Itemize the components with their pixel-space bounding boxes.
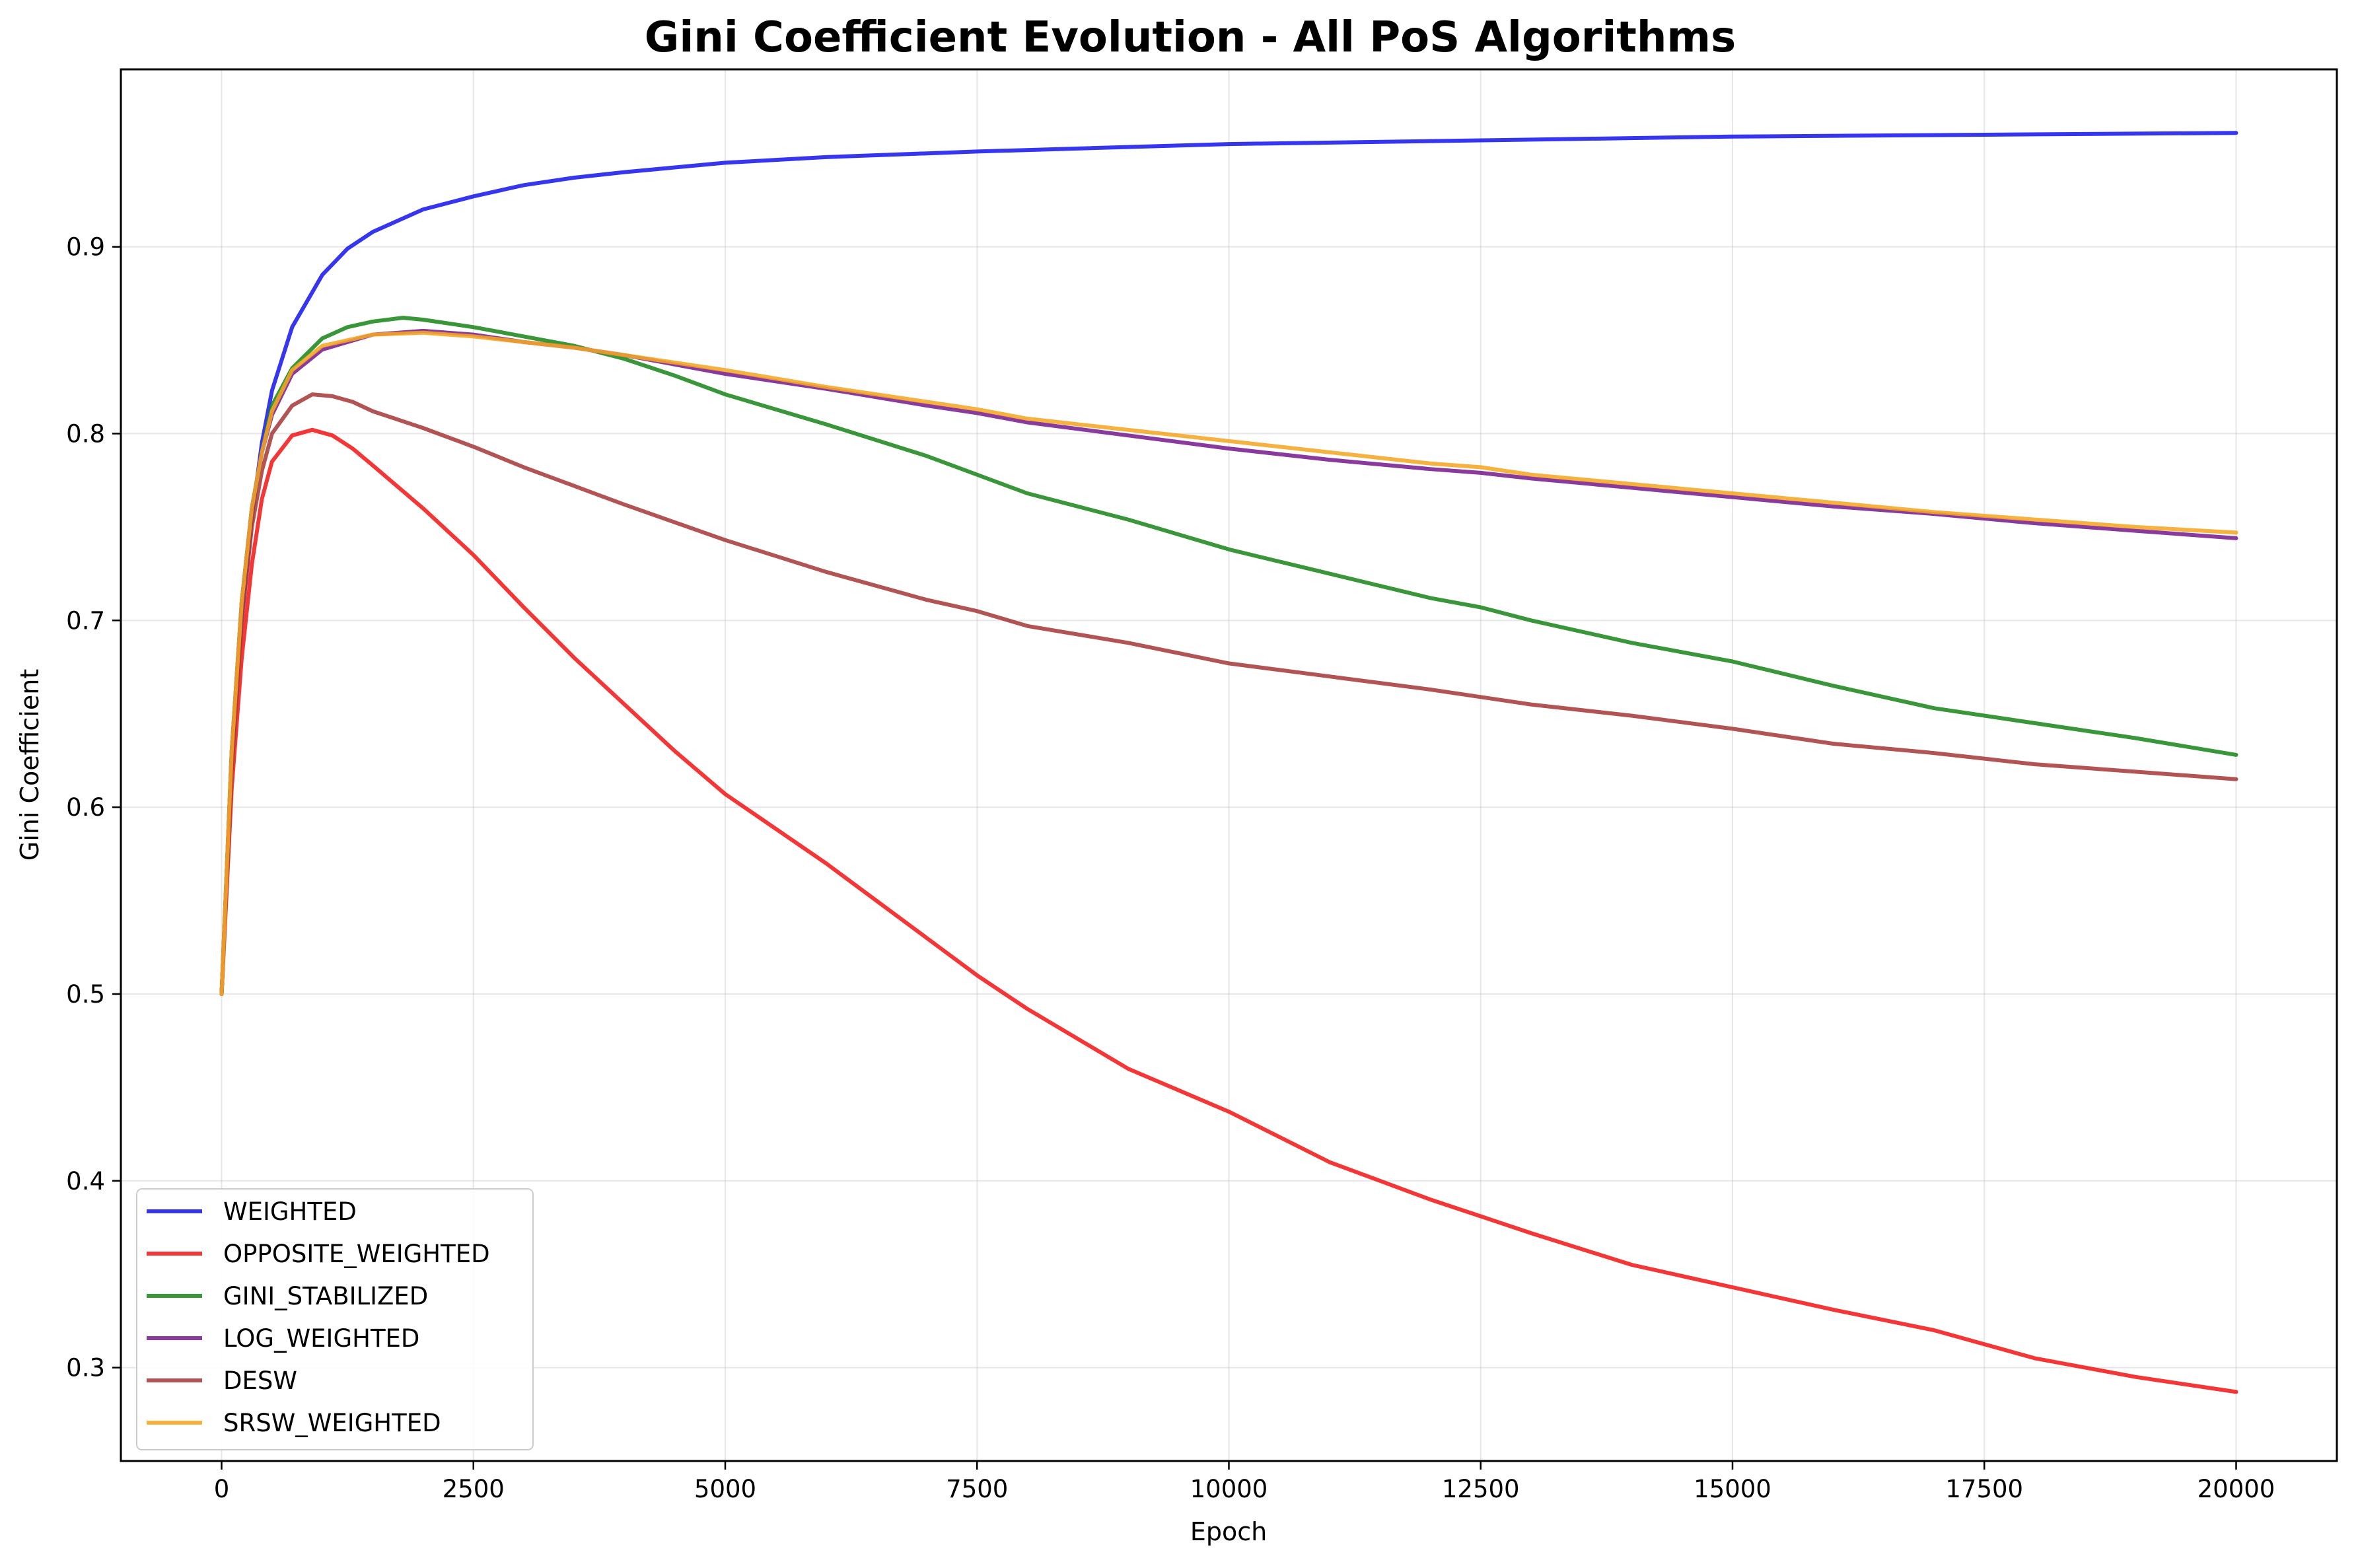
y-tick-label: 0.5 [66, 980, 105, 1009]
chart-title: Gini Coefficient Evolution - All PoS Alg… [645, 13, 1736, 62]
legend-label-weighted: WEIGHTED [223, 1197, 357, 1226]
legend-label-desw: DESW [223, 1367, 297, 1395]
series-line-desw [219, 392, 2238, 996]
series-line-opposite-weighted [219, 427, 2238, 1394]
y-tick-label: 0.4 [66, 1167, 105, 1195]
grid [121, 69, 2337, 1461]
y-tick-label: 0.8 [66, 419, 105, 448]
series-line-srsw-weighted [219, 330, 2238, 996]
x-tick-label: 10000 [1190, 1475, 1268, 1503]
y-axis-ticks: 0.3 0.4 0.5 0.6 0.7 0.8 0.9 [66, 233, 121, 1382]
plot-lines [219, 131, 2238, 1394]
y-tick-label: 0.3 [66, 1354, 105, 1382]
legend-label-gini-stabilized: GINI_STABILIZED [223, 1282, 428, 1310]
x-tick-label: 20000 [2197, 1475, 2275, 1503]
y-tick-label: 0.7 [66, 606, 105, 635]
legend-label-srsw-weighted: SRSW_WEIGHTED [223, 1409, 441, 1437]
legend-label-log-weighted: LOG_WEIGHTED [223, 1324, 419, 1353]
x-tick-label: 12500 [1442, 1475, 1520, 1503]
x-tick-label: 5000 [694, 1475, 756, 1503]
y-tick-label: 0.6 [66, 793, 105, 822]
x-axis-ticks: 0 2500 5000 7500 10000 12500 15000 17500 20000 [214, 1461, 2275, 1503]
legend-label-opposite-weighted: OPPOSITE_WEIGHTED [223, 1240, 490, 1268]
x-tick-label: 7500 [946, 1475, 1008, 1503]
x-tick-label: 15000 [1694, 1475, 1771, 1503]
legend-box [136, 1188, 534, 1450]
y-axis-label: Gini Coefficient [15, 669, 44, 861]
x-axis-label: Epoch [1190, 1517, 1267, 1546]
legend: WEIGHTED OPPOSITE_WEIGHTED GINI_STABILIZED… [136, 1188, 534, 1450]
x-tick-label: 2500 [443, 1475, 505, 1503]
x-tick-label: 17500 [1945, 1475, 2023, 1503]
x-tick-label: 0 [214, 1475, 230, 1503]
y-tick-label: 0.9 [66, 233, 105, 262]
